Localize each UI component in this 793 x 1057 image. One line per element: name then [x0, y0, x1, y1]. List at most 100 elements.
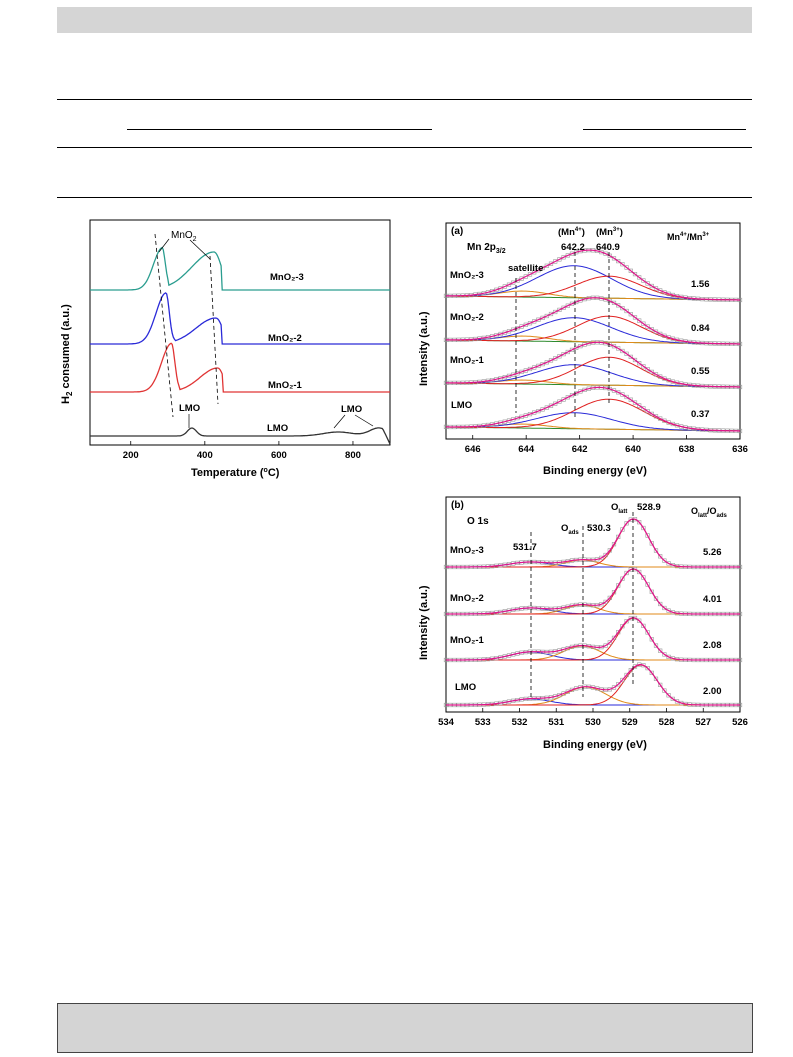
mn-component-line [446, 265, 740, 301]
o-data-point [645, 533, 650, 538]
mn-ratio-value: 0.37 [691, 409, 710, 420]
tpr-series-line [90, 246, 390, 291]
o-sample-label: MnO₂-2 [450, 593, 484, 604]
mn-data-point [628, 268, 633, 273]
mn-x-tick-label: 640 [625, 444, 641, 455]
o-data-point [624, 672, 629, 678]
mn-data-point [544, 263, 549, 268]
xps-mn-plot-frame [445, 222, 741, 440]
o-ratio-value: 2.08 [703, 640, 722, 651]
tpr-x-tick-label: 800 [345, 450, 361, 461]
mn-data-point [544, 360, 549, 365]
o-data-point [658, 601, 663, 607]
tpr-xlabel: Temperature (oC) [191, 467, 280, 479]
mn-data-point [616, 346, 621, 351]
mn-sample-label: MnO₂-3 [450, 270, 484, 281]
mn-data-point [544, 405, 549, 410]
o-data-point [603, 599, 608, 604]
o-data-point [662, 605, 667, 611]
o-data-point [641, 575, 646, 580]
mn-data-point [662, 333, 667, 338]
o-sample-label: LMO [455, 682, 476, 693]
mn-data-point [544, 313, 549, 319]
mn-envelope-line [446, 341, 740, 388]
o-x-tick-label: 528 [659, 717, 675, 728]
o-x-tick-label: 530 [585, 717, 601, 728]
mn-data-point [557, 257, 562, 262]
mn-data-point [662, 418, 667, 423]
mn-sample-label: LMO [451, 400, 472, 411]
o-data-point [658, 554, 663, 559]
mn-data-point [645, 409, 650, 414]
mn-ylabel: Intensity (a.u.) [418, 311, 430, 386]
tpr-annotation-arrow-1 [158, 238, 170, 253]
mn-data-point [620, 348, 625, 354]
mn-data-point [515, 278, 520, 283]
o-data-point [662, 558, 667, 563]
o-data-point [624, 619, 629, 624]
mn-data-point [511, 280, 516, 285]
o-data-point [616, 583, 621, 588]
tpr-guide-low [154, 233, 174, 418]
mn-data-point [632, 271, 638, 277]
o-data-point [649, 670, 654, 676]
xps-mn-figure: 646 644 642 640 638 636 (a) Mn 2p3/2 (Mn4+) (… [418, 222, 748, 477]
mn-data-point [536, 363, 541, 369]
header-band [57, 7, 752, 33]
mn-data-point [624, 394, 629, 400]
mn-data-point [523, 322, 528, 327]
mn-data-point [632, 357, 638, 363]
o-data-point [624, 570, 629, 576]
tpr-lmo-annotation-2: LMO [341, 404, 362, 415]
mn-data-point [540, 407, 545, 412]
mn-ratio-value: 0.84 [691, 323, 710, 334]
mn-data-point [561, 397, 566, 402]
mn-data-point [506, 282, 512, 287]
tpr-lmo-arrow-2b [354, 414, 374, 427]
table-group-rule-right [583, 129, 746, 130]
o-x-tick-label: 533 [475, 717, 491, 728]
o-xlabel: Binding energy (eV) [543, 739, 647, 751]
mn-data-point [569, 393, 575, 398]
mn-data-point [653, 329, 659, 334]
mn-data-point [540, 265, 545, 271]
mn-data-point [565, 395, 570, 400]
mn4-label: (Mn4+) [558, 227, 585, 238]
mn-data-point [645, 281, 650, 286]
table-bottom-rule [57, 197, 752, 198]
mn-data-point [565, 253, 570, 258]
tpr-ylabel: H2 consumed (a.u.) [60, 304, 74, 404]
o-data-point [653, 676, 659, 681]
mn-data-point [628, 312, 633, 317]
mn-data-point [532, 365, 537, 370]
mn-x-tick-label: 638 [679, 444, 695, 455]
mn-data-point [641, 321, 646, 326]
o-data-point [565, 689, 570, 694]
mn-data-point [548, 311, 554, 317]
mn-data-point [527, 321, 533, 326]
mn-data-point [616, 258, 621, 264]
o-data-point [611, 590, 617, 595]
o-data-point [649, 637, 654, 642]
mn-data-point [548, 358, 554, 363]
o-data-point [620, 576, 625, 581]
mn-sample-label: MnO₂-1 [450, 355, 484, 366]
o-data-point [611, 542, 617, 547]
o-data-point [637, 569, 642, 575]
o-data-point [628, 668, 633, 673]
table-mid-rule [57, 147, 752, 148]
o-data-point [620, 677, 625, 683]
o-data-point [649, 589, 654, 594]
tpr-guide-high [209, 255, 219, 405]
mn4-peak-value: 642.2 [561, 242, 585, 253]
mn-data-point [553, 356, 558, 361]
tpr-label-mno2-1: MnO₂-1 [268, 380, 302, 391]
mn-data-point [569, 251, 575, 256]
tpr-plot-frame [89, 219, 391, 446]
mn-spectrum-label: Mn 2p3/2 [467, 242, 506, 255]
mn-data-point [620, 262, 625, 267]
o-x-tick-label: 534 [438, 717, 455, 728]
o-data-point [645, 666, 650, 671]
mn-data-point [653, 286, 659, 291]
mn-data-point [557, 399, 562, 404]
